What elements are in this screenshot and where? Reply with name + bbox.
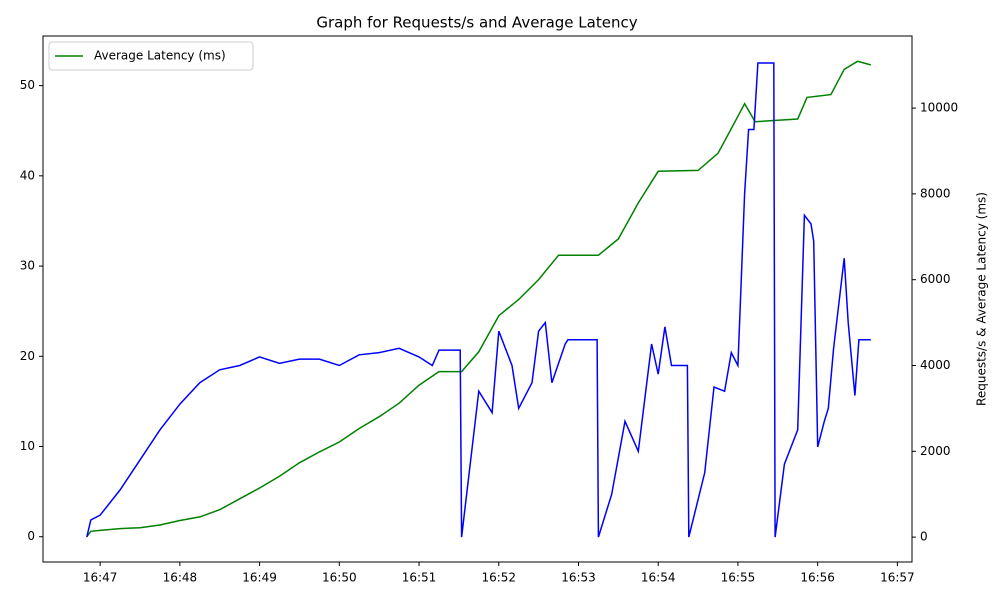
y2-axis-label: Requests/s & Average Latency (ms) — [975, 192, 989, 406]
y2-tick-label: 10000 — [920, 101, 958, 115]
x-tick-label: 16:57 — [880, 571, 915, 585]
x-tick-label: 16:48 — [163, 571, 198, 585]
y-tick-label: 0 — [27, 529, 35, 543]
y-tick-label: 40 — [20, 168, 35, 182]
legend-box — [48, 41, 254, 71]
x-tick-label: 16:56 — [800, 571, 835, 585]
y-tick-label: 50 — [20, 78, 35, 92]
y-tick-label: 10 — [20, 439, 35, 453]
legend-label: Average Latency (ms) — [94, 49, 226, 63]
y2-tick-label: 2000 — [920, 444, 951, 458]
data-line — [86, 60, 871, 538]
x-tick-label: 16:49 — [242, 571, 277, 585]
chart-title: Graph for Requests/s and Average Latency — [316, 14, 637, 32]
x-tick-label: 16:55 — [721, 571, 756, 585]
x-tick-label: 16:47 — [83, 571, 118, 585]
data-line — [86, 62, 871, 538]
y-tick-label: 20 — [20, 349, 35, 363]
y2-tick-label: 4000 — [920, 358, 951, 372]
plot-frame — [42, 35, 913, 563]
x-tick-label: 16:50 — [322, 571, 357, 585]
y2-tick-label: 0 — [920, 530, 928, 544]
x-tick-label: 16:51 — [402, 571, 437, 585]
x-tick-label: 16:53 — [561, 571, 596, 585]
x-tick-label: 16:52 — [481, 571, 516, 585]
y-tick-label: 30 — [20, 259, 35, 273]
y2-tick-label: 6000 — [920, 272, 951, 286]
y2-tick-label: 8000 — [920, 186, 951, 200]
x-tick-label: 16:54 — [641, 571, 676, 585]
